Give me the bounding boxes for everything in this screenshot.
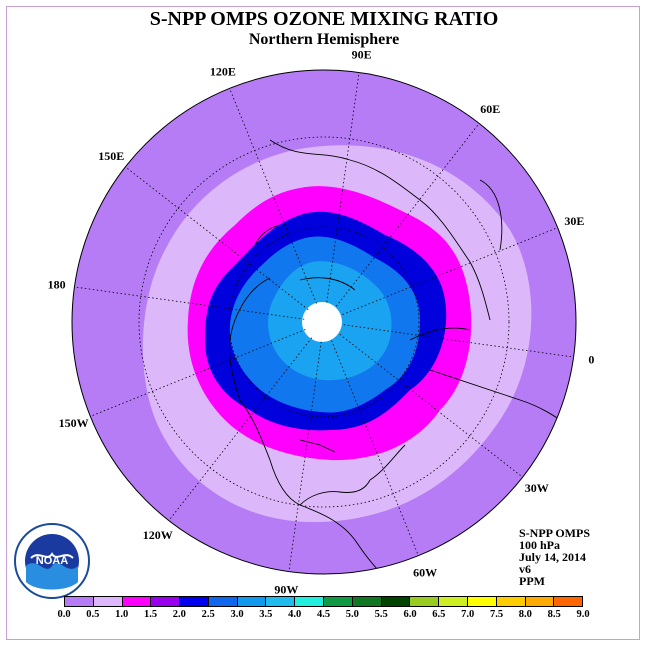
colorbar-swatch [122,597,152,606]
colorbar-tick-label: 0.0 [57,609,71,620]
meridian-line [90,329,306,417]
meridian-line [74,286,305,320]
latitude-circle [228,226,420,418]
longitude-label: 90W [274,582,298,596]
meridian-line [125,166,309,311]
latitude-circle [138,136,510,508]
page-title: S-NPP OMPS OZONE MIXING RATIO [149,8,499,30]
colorbar-tick-label: 1.0 [115,609,129,620]
longitude-label: 150E [98,149,124,163]
colorbar-tick-label: 4.0 [288,609,302,620]
colorbar-tick-label: 7.5 [489,609,504,620]
colorbar-tick-label: 3.0 [230,609,244,620]
colorbar-swatch [496,597,526,606]
longitude-label: 30E [564,214,584,228]
colorbar-swatch [439,597,468,606]
colorbar-tick-label: 2.0 [172,609,186,620]
page-subtitle: Northern Hemisphere [248,31,400,48]
colorbar [64,596,583,607]
pole-data-gap [302,302,342,342]
colorbar-swatch [237,597,267,606]
colorbar-tick-label: 9.0 [576,609,590,620]
colorbar-ticks: 0.0 0.5 1.0 1.5 2.0 2.5 3.0 3.5 4.0 4.5 5.0 5.5 6.0 6… [57,609,589,623]
meridian-line [331,340,419,556]
colorbar-swatch [554,597,583,606]
colorbar-swatch [324,597,353,606]
colorbar-tick-label: 2.5 [201,609,215,620]
colorbar-tick-label: 4.5 [316,609,331,620]
meridian-line [288,341,322,572]
longitude-label: 30W [525,481,549,495]
colorbar-swatch [93,597,123,606]
colorbar-swatch [410,597,440,606]
meridian-line [335,123,480,307]
date-label: July 14, 2014 [519,550,587,564]
longitude-label: 60E [480,102,500,116]
pressure-label: 100 hPa [519,538,561,552]
colorbar-tick-label: 5.0 [345,609,359,620]
colorbar-swatch [467,597,497,606]
colorbar-tick-label: 8.0 [518,609,532,620]
colorbar-tick-label: 7.0 [461,609,475,620]
longitude-label: 150W [59,416,89,430]
version-label: v6 [519,562,531,576]
longitude-label: 120E [210,65,236,79]
colorbar-tick-label: 5.5 [374,609,388,620]
meridian-line [342,227,558,315]
longitude-label: 60W [413,565,437,579]
colorbar-swatch [352,597,382,606]
colorbar-tick-label: 0.5 [86,609,100,620]
colorbar-tick-label: 6.5 [432,609,446,620]
colorbar-swatch [208,597,238,606]
meridian-line [326,72,360,303]
longitude-label: 180 [48,277,66,291]
colorbar-swatch [266,597,296,606]
units-label: PPM [519,574,545,588]
colorbar-swatch [381,597,411,606]
coastlines [229,139,576,574]
meridian-line [168,337,313,521]
meridian-line [343,324,574,358]
instrument-label: S-NPP OMPS [519,526,590,540]
info-block: S-NPP OMPS 100 hPa July 14, 2014 v6 PPM [519,527,590,587]
colorbar-tick-label: 3.5 [259,609,273,620]
colorbar-tick-label: 6.0 [403,609,417,620]
meridian-line [339,333,523,478]
noaa-logo: NOAA [14,523,90,599]
meridian-line [229,88,317,304]
graticule [74,72,574,572]
colorbar-swatch [525,597,555,606]
colorbar-tick-label: 1.5 [143,609,158,620]
longitude-label: 120W [143,528,173,542]
longitude-label: 90E [352,48,372,62]
longitude-labels: 90E 60E 30E 0 30W 60W 90W 120W 150W 180 150E 120E [48,48,595,597]
figure-frame [6,6,640,640]
colorbar-tick-label: 8.5 [547,609,561,620]
colorbar-swatch [151,597,181,606]
svg-text:NOAA: NOAA [36,555,68,567]
longitude-label: 0 [588,353,594,367]
colorbar-swatch [180,597,209,606]
colorbar-swatch [65,597,94,606]
colorbar-swatch [295,597,325,606]
